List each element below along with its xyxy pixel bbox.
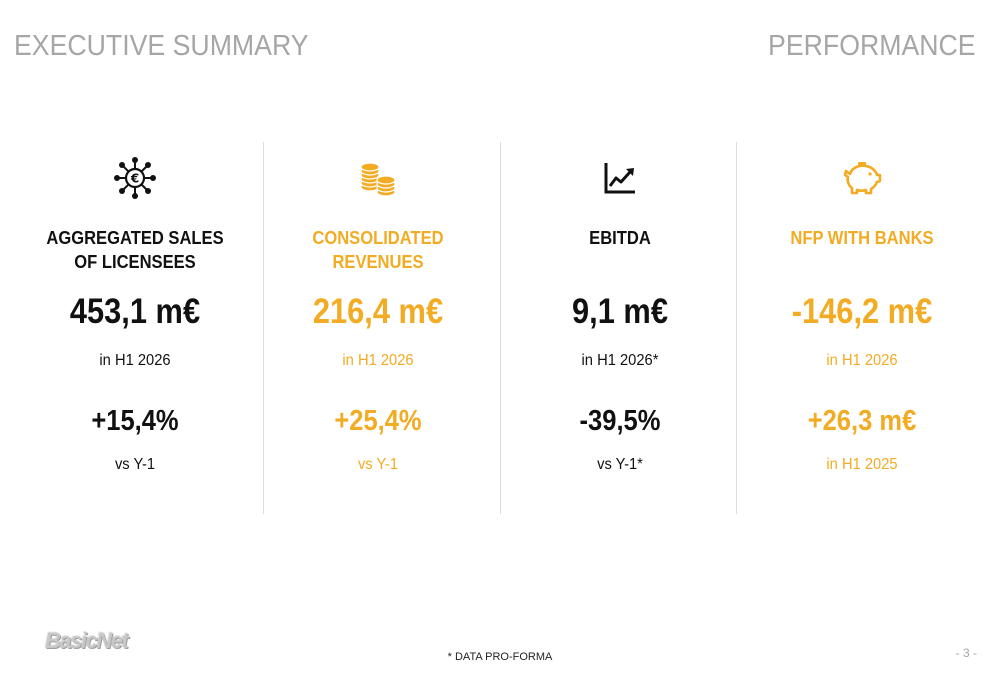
kpi-comparison: vs Y-1*: [597, 456, 643, 473]
piggy-bank-icon: [744, 155, 980, 201]
kpi-value: 9,1 m€: [572, 292, 668, 331]
coins-icon: [260, 155, 496, 201]
kpi-change: +26,3 m€: [807, 405, 917, 437]
kpi-value: 453,1 m€: [69, 292, 201, 331]
kpi-comparison: vs Y-1: [357, 456, 399, 473]
footnote: * DATA PRO-FORMA: [0, 651, 1000, 663]
column-divider: [500, 142, 501, 514]
kpi-comparison: vs Y-1: [114, 456, 156, 473]
column-divider: [736, 142, 737, 514]
kpi-period: in H1 2026: [342, 352, 414, 369]
kpi-title: EBITDA: [589, 228, 651, 248]
column-divider: [263, 142, 264, 514]
kpi-value: 216,4 m€: [312, 292, 444, 331]
kpi-card-aggregated-sales: € AGGREGATED SALES OF LICENSEES 453,1 m€…: [17, 0, 253, 685]
kpi-card-nfp-with-banks: NFP WITH BANKS -146,2 m€ in H1 2026 +26,…: [744, 0, 980, 685]
euro-network-icon: €: [17, 155, 253, 201]
footnote-text: * DATA PRO-FORMA: [447, 651, 553, 663]
kpi-value: -146,2 m€: [791, 292, 933, 331]
kpi-title: CONSOLIDATED REVENUES: [312, 228, 444, 272]
page-title: EXECUTIVE SUMMARY: [14, 30, 309, 62]
kpi-title: NFP WITH BANKS: [790, 228, 934, 248]
kpi-title: AGGREGATED SALES OF LICENSEES: [46, 228, 224, 272]
basicnet-logo: BasicNet: [45, 628, 129, 653]
kpi-comparison: in H1 2025: [826, 456, 898, 473]
growth-chart-icon: [502, 155, 738, 201]
kpi-change: +15,4%: [91, 405, 179, 437]
kpi-period: in H1 2026*: [581, 352, 659, 369]
page-number: - 3 -: [955, 646, 977, 660]
kpi-period: in H1 2026: [826, 352, 898, 369]
svg-text:€: €: [130, 172, 139, 186]
kpi-change: -39,5%: [579, 405, 661, 437]
kpi-change: +25,4%: [334, 405, 422, 437]
kpi-card-ebitda: EBITDA 9,1 m€ in H1 2026* -39,5% vs Y-1*: [502, 0, 738, 685]
kpi-card-consolidated-revenues: CONSOLIDATED REVENUES 216,4 m€ in H1 202…: [260, 0, 496, 685]
kpi-period: in H1 2026: [99, 352, 171, 369]
section-title: PERFORMANCE: [768, 30, 976, 62]
